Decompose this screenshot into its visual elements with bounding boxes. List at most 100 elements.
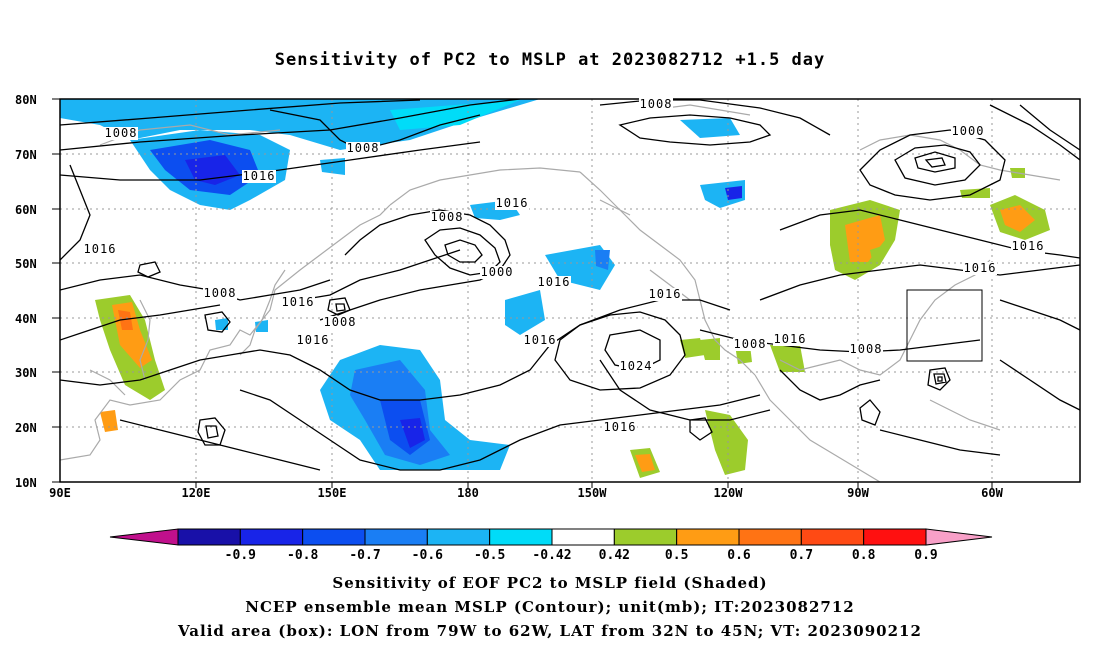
colorbar-label: 0.6 [727, 548, 751, 563]
lat-label-10n: 10N [15, 476, 37, 490]
latitude-ticks [52, 98, 60, 483]
lat-lon-grid [60, 99, 1080, 482]
contour-label-halo [104, 127, 138, 140]
contour-label: 1008 [105, 126, 138, 140]
caption-contour: NCEP ensemble mean MSLP (Contour); unit(… [245, 598, 855, 616]
contour-label-halo [619, 360, 653, 373]
contour-label: 1016 [964, 261, 997, 275]
lon-label-150e: 150E [318, 486, 347, 500]
colorbar-label: 0.5 [665, 548, 688, 563]
colorbar-label: -0.42 [532, 548, 571, 563]
lon-label-150w: 150W [578, 486, 608, 500]
contour-label: 1000 [952, 124, 985, 138]
contour-label-halo [242, 170, 276, 183]
contour-label-halo [495, 197, 529, 210]
lon-label-60w: 60W [981, 486, 1003, 500]
mslp-contours [60, 99, 1080, 471]
coastlines [60, 104, 1061, 482]
colorbar-segment [177, 528, 241, 546]
contour-label: 1016 [496, 196, 529, 210]
contour-label-halo [430, 211, 464, 224]
contour-label: 1008 [431, 210, 464, 224]
positive-sensitivity-shading [95, 168, 1050, 478]
lon-label-120w: 120W [714, 486, 744, 500]
contour-label: 1016 [282, 295, 315, 309]
valid-area-box [906, 289, 983, 362]
contour-label: 1008 [204, 286, 237, 300]
contour-label-halo [346, 142, 380, 155]
contour-label-halo [639, 98, 673, 111]
contour-label-halo [323, 316, 357, 329]
colorbar-segment [489, 528, 553, 546]
contour-label: 1024 [620, 359, 653, 373]
colorbar-label: -0.7 [349, 548, 380, 563]
contour-label-halo [480, 266, 514, 279]
contour-label-halo [537, 276, 571, 289]
negative-sensitivity-shading [60, 99, 745, 470]
colorbar-label: -0.5 [474, 548, 505, 563]
contour-labels: 1008 1008 1008 1008 1000 1016 1008 1016 1000 1016… [83, 97, 1045, 434]
contour-label-halo [203, 287, 237, 300]
colorbar-segment [738, 528, 802, 546]
contour-label-halo [773, 333, 807, 346]
caption-valid-area: Valid area (box): LON from 79W to 62W, L… [178, 622, 922, 640]
lon-label-90w: 90W [847, 486, 869, 500]
contour-label-halo [603, 421, 637, 434]
colorbar-low-arrow [109, 528, 179, 546]
contour-label-halo [849, 343, 883, 356]
colorbar-segment [426, 528, 491, 546]
contour-label: 1016 [1012, 239, 1045, 253]
contour-label: 1016 [84, 242, 117, 256]
contour-label-halo [963, 262, 997, 275]
contour-label: 1016 [649, 287, 682, 301]
lat-label-20n: 20N [15, 421, 37, 435]
colorbar-high-arrow [925, 528, 993, 546]
contour-label: 1008 [850, 342, 883, 356]
contour-label: 1008 [640, 97, 673, 111]
contour-label: 1016 [297, 333, 330, 347]
colorbar-labels: -0.9 -0.8 -0.7 -0.6 -0.5 -0.42 0.42 0.5 0.6 0.7 0.… [225, 548, 938, 563]
lat-label-80n: 80N [15, 93, 37, 107]
contour-label: 1016 [524, 333, 557, 347]
latitude-labels: 80N 70N 60N 50N 40N 30N 20N 10N [15, 93, 37, 490]
contour-label-halo [1011, 240, 1045, 253]
contour-label: 1016 [774, 332, 807, 346]
contour-label-halo [951, 125, 985, 138]
lon-label-180: 180 [457, 486, 479, 500]
contour-label: 1008 [324, 315, 357, 329]
colorbar-segment [302, 528, 366, 546]
contour-label: 1008 [347, 141, 380, 155]
contour-label-halo [733, 338, 767, 351]
lon-label-90e: 90E [49, 486, 71, 500]
lat-label-70n: 70N [15, 148, 37, 162]
map-title: Sensitivity of PC2 to MSLP at 2023082712… [274, 50, 826, 70]
colorbar-segment [613, 528, 678, 546]
lat-label-50n: 50N [15, 257, 37, 271]
colorbar-label: -0.8 [287, 548, 318, 563]
colorbar-segment [863, 528, 927, 546]
lat-label-40n: 40N [15, 312, 37, 326]
longitude-ticks [195, 482, 993, 488]
contour-label-halo [281, 296, 315, 309]
contour-label-halo [648, 288, 682, 301]
colorbar-label: -0.9 [225, 548, 256, 563]
colorbar-label: 0.7 [790, 548, 813, 563]
contour-label: 1016 [604, 420, 637, 434]
colorbar-segment [800, 528, 865, 546]
colorbar-segment [676, 528, 740, 546]
colorbar-segment [551, 528, 615, 546]
contour-label: 1000 [481, 265, 514, 279]
colorbar-segment [239, 528, 304, 546]
colorbar-label: 0.8 [852, 548, 876, 563]
caption-shading: Sensitivity of EOF PC2 to MSLP field (Sh… [332, 574, 768, 592]
lat-label-30n: 30N [15, 366, 37, 380]
colorbar-label: 0.9 [914, 548, 937, 563]
colorbar-segment [364, 528, 428, 546]
contour-label-halo [523, 334, 557, 347]
longitude-labels: 90E 120E 150E 180 150W 120W 90W 60W [49, 486, 1003, 500]
contour-label-halo [83, 243, 117, 256]
plot-frame [59, 98, 1081, 483]
colorbar-label: -0.6 [412, 548, 443, 563]
contour-label: 1016 [243, 169, 276, 183]
